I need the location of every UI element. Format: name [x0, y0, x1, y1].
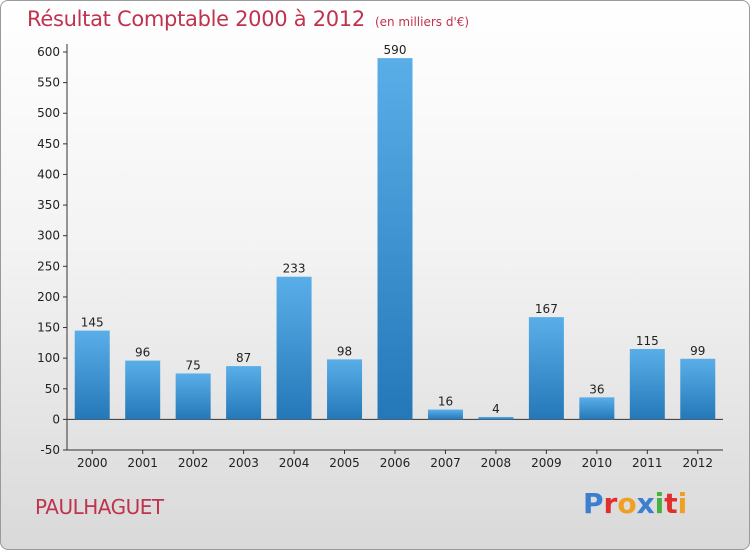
y-tick-label: 350 — [37, 198, 60, 212]
x-tick-label-2008: 2008 — [481, 456, 512, 470]
bar-2002 — [175, 373, 211, 420]
bar-2003 — [226, 366, 262, 420]
bar-2006 — [377, 58, 413, 420]
bar-2011 — [629, 348, 665, 420]
y-tick-label: 550 — [37, 76, 60, 90]
logo-letter: t — [664, 487, 678, 520]
logo-letter: r — [603, 487, 618, 520]
bar-2007 — [427, 409, 463, 420]
data-label-2010: 36 — [589, 382, 604, 396]
data-label-2004: 233 — [283, 262, 306, 276]
bar-2009 — [528, 317, 564, 420]
chart-title-unit: (en milliers d'€) — [374, 15, 470, 29]
x-tick-label-2002: 2002 — [178, 456, 209, 470]
data-label-2012: 99 — [690, 344, 705, 358]
bar-2001 — [125, 360, 161, 420]
x-tick-label-2010: 2010 — [582, 456, 613, 470]
logo-letter: o — [617, 487, 637, 520]
y-tick-label: 0 — [52, 412, 60, 426]
y-tick-label: 250 — [37, 259, 60, 273]
y-tick-label: 400 — [37, 167, 60, 181]
proxiti-logo[interactable]: Proxiti — [583, 487, 687, 520]
data-label-2001: 96 — [135, 346, 150, 360]
chart-title: Résultat Comptable 2000 à 2012 (en millie… — [27, 7, 469, 31]
data-label-2007: 16 — [438, 395, 453, 409]
y-tick-label: 600 — [37, 45, 60, 59]
y-tick-label: 300 — [37, 229, 60, 243]
data-label-2006: 590 — [384, 43, 407, 57]
bar-2005 — [327, 359, 363, 420]
x-tick-label-2000: 2000 — [77, 456, 108, 470]
y-tick-label: 50 — [45, 382, 60, 396]
x-tick-label-2006: 2006 — [380, 456, 411, 470]
commune-name: PAULHAGUET — [35, 495, 164, 519]
x-tick-label-2011: 2011 — [632, 456, 663, 470]
data-label-2002: 75 — [186, 358, 201, 372]
bar-2012 — [680, 358, 716, 420]
data-label-2009: 167 — [535, 302, 558, 316]
x-tick-label-2005: 2005 — [329, 456, 360, 470]
x-tick-label-2001: 2001 — [127, 456, 158, 470]
data-label-2000: 145 — [81, 316, 104, 330]
y-tick-label: 150 — [37, 321, 60, 335]
x-tick-label-2004: 2004 — [279, 456, 310, 470]
bar-2000 — [74, 330, 110, 420]
logo-letter: P — [583, 487, 604, 520]
logo-letter: i — [677, 487, 688, 520]
x-tick-label-2007: 2007 — [430, 456, 461, 470]
y-tick-label: 200 — [37, 290, 60, 304]
data-label-2011: 115 — [636, 334, 659, 348]
data-label-2008: 4 — [492, 402, 500, 416]
bar-2008 — [478, 416, 514, 420]
data-label-2003: 87 — [236, 351, 251, 365]
y-tick-label: 450 — [37, 137, 60, 151]
x-tick-label-2012: 2012 — [682, 456, 713, 470]
chart-title-main: Résultat Comptable 2000 à 2012 — [27, 7, 365, 31]
bar-2010 — [579, 397, 615, 420]
bar-2004 — [276, 276, 312, 420]
y-tick-label: 500 — [37, 106, 60, 120]
data-label-2005: 98 — [337, 344, 352, 358]
x-tick-label-2003: 2003 — [228, 456, 259, 470]
x-tick-label-2009: 2009 — [531, 456, 562, 470]
logo-letter: i — [654, 487, 665, 520]
logo-letter: x — [636, 487, 655, 520]
y-tick-label: -50 — [40, 443, 60, 457]
y-tick-label: 100 — [37, 351, 60, 365]
